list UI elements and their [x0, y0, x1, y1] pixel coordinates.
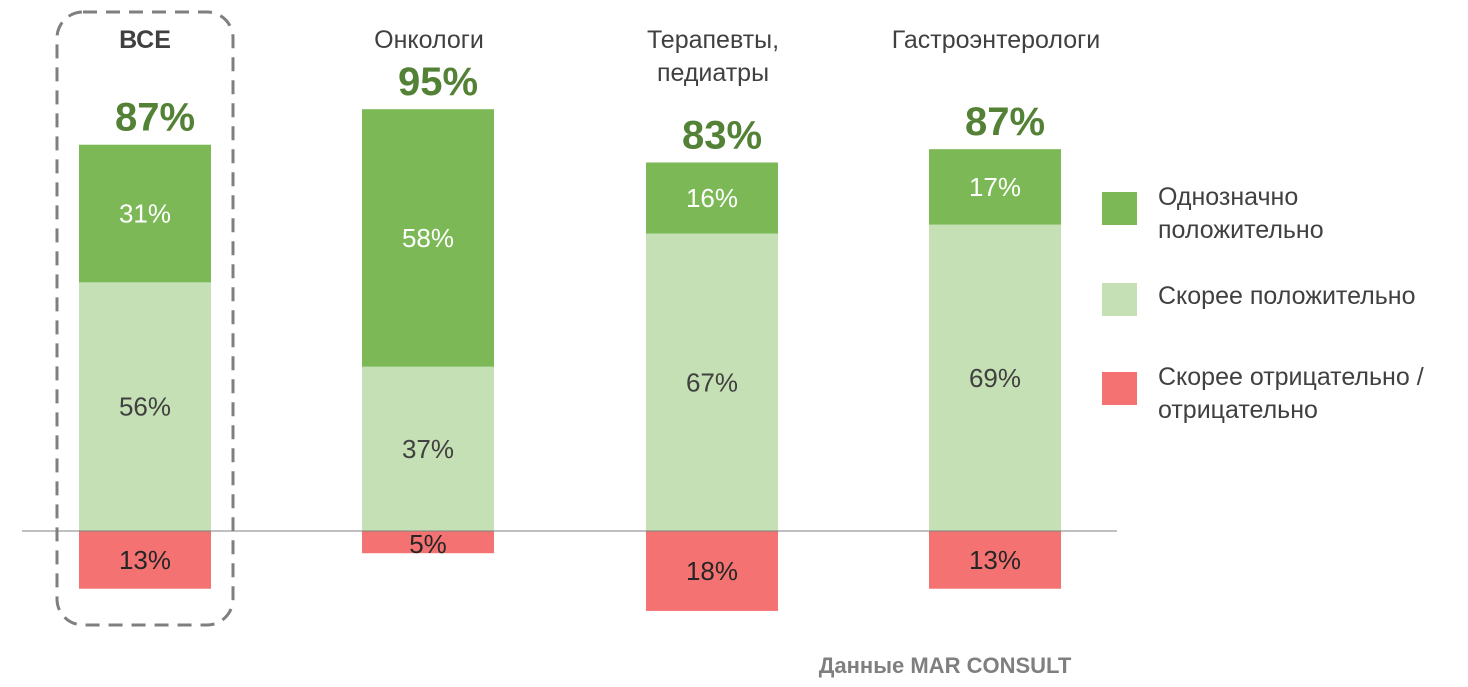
segment-label-2-1: 67%: [686, 367, 738, 397]
bar-segment-2-2: [646, 531, 778, 611]
category-label-2-line-1: педиатры: [657, 59, 769, 87]
bar-segment-3-1: [929, 224, 1061, 531]
bar-segments: [79, 109, 1061, 611]
segment-label-0-0: 31%: [119, 199, 171, 229]
bar-segment-2-1: [646, 233, 778, 531]
bar-segment-0-0: [79, 144, 211, 283]
bar-segment-0-2: [79, 531, 211, 589]
segment-label-3-0: 17%: [969, 172, 1021, 202]
total-labels: 87% 95% 83% 87%: [115, 60, 1045, 157]
bar-segment-1-2: [362, 531, 494, 554]
segment-label-1-1: 37%: [402, 434, 454, 464]
category-label-0: ВСЕ: [119, 26, 171, 54]
legend: Однозначно положительно Скорее положительн…: [1102, 183, 1424, 424]
segment-label-2-2: 18%: [686, 556, 738, 586]
total-label-2: 83%: [682, 113, 762, 157]
legend-label-1: Скорее положительно: [1158, 282, 1415, 310]
segment-label-1-2: 5%: [409, 529, 447, 559]
segment-label-0-2: 13%: [119, 545, 171, 575]
bar-segment-1-0: [362, 109, 494, 367]
bar-segment-3-2: [929, 531, 1061, 589]
legend-swatch-0: [1102, 192, 1137, 225]
legend-label-0-line-1: положительно: [1158, 216, 1324, 244]
category-labels: ВСЕ Онкологи Терапевты, педиатры Гастроэнтер…: [119, 26, 1100, 87]
source-label: Данные MAR CONSULT: [819, 653, 1072, 678]
bar-segment-2-0: [646, 162, 778, 234]
category-label-1: Онкологи: [374, 26, 484, 54]
highlight-box-all: [55, 10, 235, 627]
legend-label-0-line-0: Однозначно: [1158, 183, 1298, 211]
segment-label-1-0: 58%: [402, 223, 454, 253]
total-label-1: 95%: [398, 60, 478, 104]
legend-swatch-2: [1102, 372, 1137, 405]
segment-label-2-0: 16%: [686, 183, 738, 213]
segment-label-3-2: 13%: [969, 545, 1021, 575]
total-label-0: 87%: [115, 96, 195, 140]
legend-label-2-line-0: Скорее отрицательно /: [1158, 363, 1424, 391]
category-label-2-line-0: Терапевты,: [647, 26, 779, 54]
total-label-3: 87%: [965, 100, 1045, 144]
segment-label-3-1: 69%: [969, 363, 1021, 393]
segment-label-0-1: 56%: [119, 392, 171, 422]
bar-segment-3-0: [929, 149, 1061, 225]
segment-labels: 56% 31% 13% 37% 58% 5% 67% 16% 18% 69% 17% 13%: [119, 172, 1021, 586]
legend-label-2-line-1: отрицательно: [1158, 396, 1318, 424]
bar-segment-0-1: [79, 282, 211, 531]
bar-segment-1-1: [362, 366, 494, 531]
legend-swatch-1: [1102, 283, 1137, 316]
category-label-3: Гастроэнтерологи: [892, 26, 1101, 54]
